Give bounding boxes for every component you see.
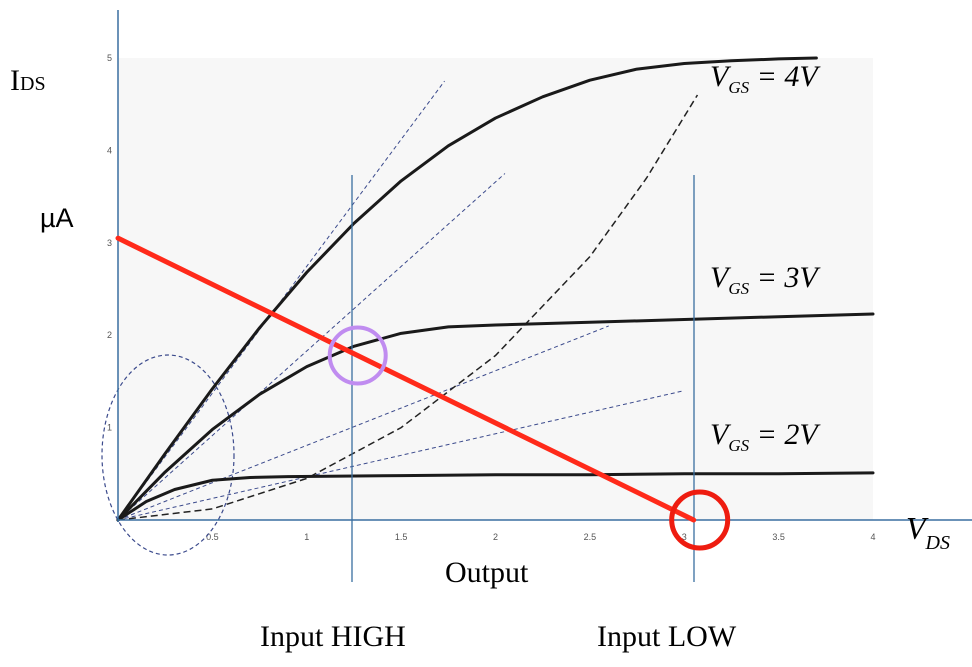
saturation-boundary-line [117, 94, 699, 521]
curve-vgs-2v [116, 471, 875, 522]
y-tick-label: 4 [107, 145, 112, 155]
plot-area-background [118, 58, 873, 520]
y-axis-subscript: DS [20, 73, 46, 95]
y-unit-label: µA [40, 203, 74, 233]
x-axis-symbol: V [906, 510, 926, 546]
input-high-label: Input HIGH [260, 620, 406, 653]
load-line [115, 235, 697, 523]
curve-label-vgs-4v-prefix: V [710, 60, 729, 93]
curve-label-vgs-2v: VGS = 2V [710, 418, 818, 456]
x-axis-title: VDS [906, 510, 950, 554]
dashed-slope-line [117, 173, 506, 521]
x-tick-label: 3.5 [772, 532, 785, 542]
y-tick-label: 2 [107, 330, 112, 340]
curve-label-vgs-2v-sub: GS [728, 436, 750, 455]
input-low-operating-point-marker [669, 489, 731, 551]
x-tick-label: 2.5 [584, 532, 597, 542]
x-tick-label: 3 [682, 532, 687, 542]
y-tick-label: 3 [107, 238, 112, 248]
curve-vgs-4v [116, 56, 818, 522]
curve-label-vgs-3v-value: = 3V [749, 261, 818, 294]
y-tick-label: 1 [107, 423, 112, 433]
dashed-slope-line [117, 390, 685, 521]
x-tick-label: 1.5 [395, 532, 408, 542]
x-tick-label: 0.5 [206, 532, 219, 542]
y-axis-symbol: I [10, 64, 20, 97]
y-axis-title: IDS [10, 64, 46, 98]
output-label: Output [445, 556, 529, 589]
x-tick-label: 1 [304, 532, 309, 542]
input-low-label: Input LOW [597, 620, 737, 653]
curve-label-vgs-4v-sub: GS [728, 78, 750, 97]
curve-label-vgs-2v-prefix: V [710, 418, 729, 451]
x-tick-label: 2 [493, 532, 498, 542]
curve-vgs-3v [116, 312, 875, 522]
x-tick-label: 4 [870, 532, 875, 542]
curve-label-vgs-3v-prefix: V [710, 261, 729, 294]
curve-label-vgs-3v-sub: GS [728, 279, 750, 298]
curve-label-vgs-3v: VGS = 3V [710, 261, 818, 299]
linear-region-ellipse [101, 354, 235, 556]
dashed-slope-line [117, 325, 609, 521]
y-tick-label: 5 [107, 53, 112, 63]
x-axis-subscript: DS [925, 532, 950, 554]
curve-label-vgs-4v: VGS = 4V [710, 60, 818, 98]
input-high-operating-point-marker [327, 325, 388, 386]
curve-label-vgs-2v-value: = 2V [749, 418, 818, 451]
curve-label-vgs-4v-value: = 4V [749, 60, 818, 93]
